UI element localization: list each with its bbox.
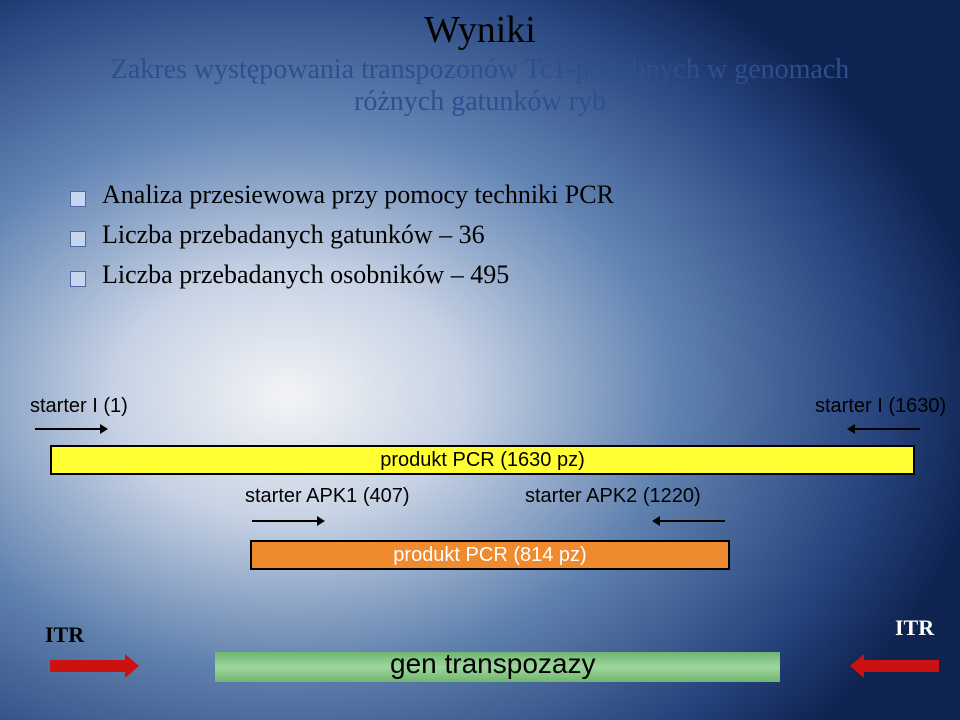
bullet-icon: [70, 191, 86, 207]
gene-label: gen transpozazy: [390, 648, 595, 680]
bullet-list: Analiza przesiewowa przy pomocy techniki…: [70, 180, 910, 300]
itr-left-label: ITR: [45, 622, 84, 648]
list-item: Analiza przesiewowa przy pomocy techniki…: [70, 180, 910, 210]
starter-left-arrow: [35, 428, 100, 430]
pcr-orange-label: produkt PCR (814 pz): [393, 544, 586, 567]
pcr-product-814: produkt PCR (814 pz): [250, 540, 730, 570]
starter-right-label: starter I (1630): [815, 395, 946, 418]
list-item: Liczba przebadanych osobników – 495: [70, 260, 910, 290]
apk2-arrow: [660, 520, 725, 522]
starter-apk2-label: starter APK2 (1220): [525, 485, 701, 508]
itr-right-label: ITR: [895, 615, 934, 641]
bullet-text: Liczba przebadanych osobników – 495: [102, 260, 509, 290]
slide-subtitle-line1: Zakres występowania transpozonów Tc1-pod…: [0, 54, 960, 86]
itr-left-arrow: [50, 654, 141, 678]
slide-title: Wyniki: [0, 8, 960, 52]
apk1-arrow: [252, 520, 317, 522]
slide: Wyniki Zakres występowania transpozonów …: [0, 0, 960, 720]
pcr-yellow-label: produkt PCR (1630 pz): [380, 449, 585, 472]
pcr-product-1630: produkt PCR (1630 pz): [50, 445, 915, 475]
bullet-icon: [70, 271, 86, 287]
starter-right-arrow: [855, 428, 920, 430]
itr-right-arrow: [850, 654, 941, 678]
list-item: Liczba przebadanych gatunków – 36: [70, 220, 910, 250]
bullet-text: Analiza przesiewowa przy pomocy techniki…: [102, 180, 614, 210]
slide-subtitle-line2: różnych gatunków ryb: [0, 86, 960, 118]
bullet-text: Liczba przebadanych gatunków – 36: [102, 220, 485, 250]
bullet-icon: [70, 231, 86, 247]
starter-apk1-label: starter APK1 (407): [245, 485, 410, 508]
title-block: Wyniki Zakres występowania transpozonów …: [0, 8, 960, 118]
starter-left-label: starter I (1): [30, 395, 128, 418]
